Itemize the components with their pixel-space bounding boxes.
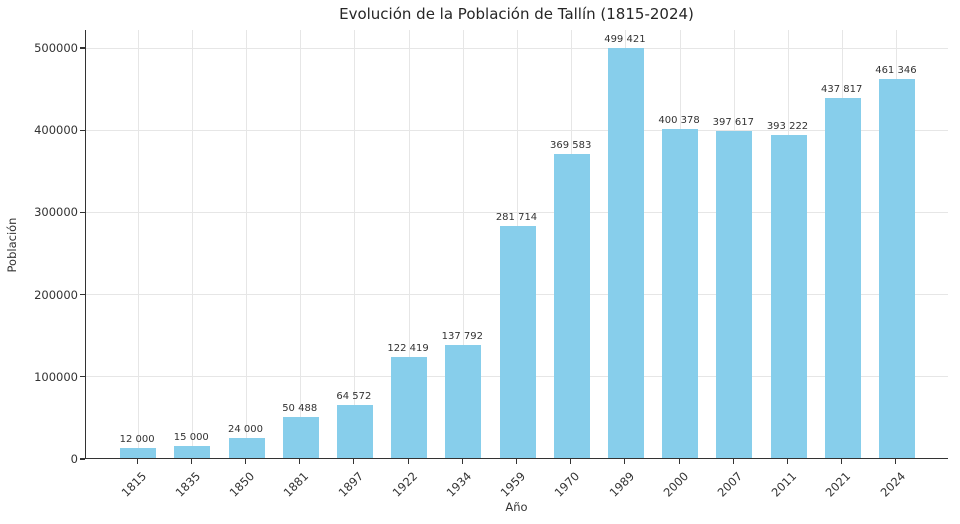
x-tick-mark — [244, 459, 247, 464]
y-tick-label: 100000 — [34, 369, 78, 384]
x-tick-mark — [786, 459, 789, 464]
bar-value-label-1835: 15 000 — [173, 431, 209, 443]
x-tick-label-1970: 1970 — [551, 469, 583, 500]
bar-1922 — [391, 357, 428, 458]
y-tick-mark — [80, 294, 85, 296]
bar-1970 — [553, 154, 590, 458]
x-gridline — [408, 30, 410, 458]
bar-1850 — [228, 438, 265, 458]
x-tick-label-1815: 1815 — [118, 469, 150, 500]
x-tick-mark — [190, 459, 192, 464]
bar-value-label-2021: 437 817 — [821, 84, 863, 96]
x-tick-label-2007: 2007 — [714, 469, 746, 500]
x-gridline — [300, 30, 302, 458]
y-tick-label: 0 — [70, 452, 78, 466]
y-tick-label: 300000 — [34, 205, 78, 220]
x-tick-mark — [353, 459, 355, 464]
x-gridline — [246, 30, 247, 458]
bar-2011 — [770, 134, 807, 458]
y-tick-mark — [80, 211, 85, 214]
x-gridline — [462, 30, 464, 458]
x-tick-mark — [570, 459, 572, 464]
y-tick-mark — [80, 47, 85, 49]
x-tick-mark — [624, 459, 626, 464]
y-tick-mark — [80, 376, 85, 378]
x-tick-label-1989: 1989 — [606, 469, 637, 500]
x-tick-label-2000: 2000 — [660, 469, 692, 500]
bar-value-label-1970: 369 583 — [550, 140, 592, 152]
bar-value-label-1934: 137 792 — [441, 330, 483, 342]
bar-value-label-1922: 122 419 — [387, 343, 429, 355]
x-gridline — [191, 30, 193, 458]
bar-value-label-1815: 12 000 — [119, 434, 155, 446]
bar-1897 — [336, 404, 373, 458]
x-tick-label-1897: 1897 — [335, 469, 366, 500]
x-tick-mark — [515, 459, 518, 464]
x-tick-label-1959: 1959 — [497, 469, 529, 500]
bar-value-label-1850: 24 000 — [228, 424, 263, 436]
x-tick-mark — [407, 459, 409, 464]
x-tick-mark — [461, 459, 463, 464]
bar-value-label-1897: 64 572 — [336, 390, 372, 402]
x-gridline — [354, 30, 356, 458]
bar-value-label-1881: 50 488 — [282, 402, 318, 414]
bar-1881 — [282, 416, 319, 458]
bar-2024 — [878, 78, 915, 458]
bar-1835 — [174, 445, 211, 458]
x-tick-mark — [136, 459, 138, 464]
x-tick-label-1835: 1835 — [172, 469, 204, 500]
bar-value-label-2007: 397 617 — [712, 117, 754, 129]
bar-1815 — [120, 448, 157, 458]
bar-value-label-2000: 400 378 — [658, 114, 700, 126]
x-tick-label-1850: 1850 — [226, 469, 258, 500]
x-tick-label-2024: 2024 — [877, 469, 908, 500]
bar-value-label-2024: 461 346 — [875, 64, 917, 76]
x-tick-label-1922: 1922 — [389, 469, 421, 500]
x-tick-label-2021: 2021 — [822, 469, 854, 500]
y-tick-mark — [80, 129, 85, 131]
x-tick-mark — [732, 459, 734, 464]
y-tick-label: 200000 — [34, 287, 78, 302]
y-tick-label: 400000 — [34, 123, 78, 138]
bar-2021 — [824, 98, 861, 458]
x-axis-label: Año — [505, 500, 528, 514]
x-tick-mark — [678, 459, 680, 464]
x-tick-mark — [299, 459, 301, 464]
bar-1934 — [445, 344, 482, 458]
bar-1989 — [607, 47, 644, 458]
x-tick-label-1934: 1934 — [443, 469, 475, 500]
x-tick-mark — [841, 459, 843, 464]
y-tick-label: 500000 — [34, 41, 78, 56]
chart-title: Evolución de la Población de Tallín (181… — [339, 5, 694, 23]
plot-area — [85, 30, 948, 459]
x-gridline — [137, 30, 139, 458]
x-tick-label-1881: 1881 — [280, 469, 312, 500]
bar-1959 — [499, 226, 536, 458]
bar-value-label-1959: 281 714 — [495, 212, 538, 224]
x-tick-mark — [895, 459, 897, 464]
bar-value-label-1989: 499 421 — [604, 33, 646, 45]
x-tick-label-2011: 2011 — [768, 469, 800, 500]
bar-value-label-2011: 393 222 — [766, 120, 809, 132]
y-tick-mark — [80, 458, 85, 460]
bar-2000 — [662, 128, 699, 458]
bar-2007 — [716, 131, 753, 458]
